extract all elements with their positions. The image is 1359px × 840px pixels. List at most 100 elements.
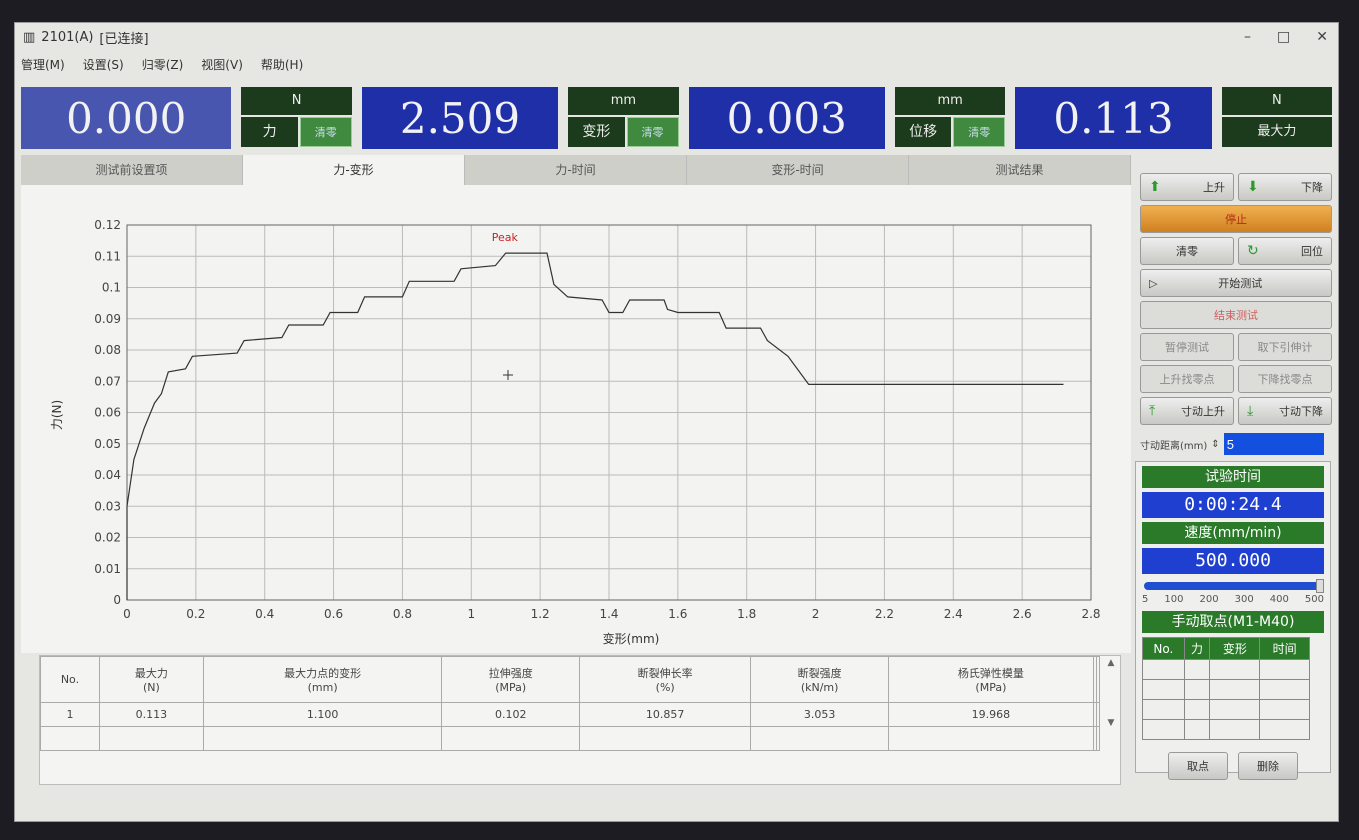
table-cell: 3.053: [750, 702, 889, 727]
down-button[interactable]: ⬇ 下降: [1238, 173, 1332, 201]
jog-up-button[interactable]: ⤒ 寸动上升: [1140, 397, 1234, 425]
down-find-zero-button[interactable]: 下降找零点: [1238, 365, 1332, 393]
tab-pretest-settings[interactable]: 测试前设置项: [21, 155, 243, 185]
force-deformation-chart: 0 0.2 0.4 0.6 0.8 1 1.2 1.4 1.6 1.8 2 2.2 2.4 2.6 2.8 0…: [21, 185, 1131, 653]
menu-bar: 管理(M) 设置(S) 归零(Z) 视图(V) 帮助(H): [15, 51, 1338, 77]
menu-settings[interactable]: 设置(S): [82, 57, 124, 72]
results-header-row: No. 最大力 (N) 最大力点的变形 (mm) 拉伸强度 (MPa) 断裂伸长率 (%) 断裂强…: [40, 656, 1101, 703]
remove-extensometer-button[interactable]: 取下引伸计: [1238, 333, 1332, 361]
deformation-readout: 2.509: [361, 87, 559, 149]
menu-view[interactable]: 视图(V): [201, 57, 243, 72]
stop-button[interactable]: 停止: [1140, 205, 1332, 233]
x-tick-label: 1.8: [737, 607, 756, 621]
y-tick-label: 0.03: [94, 499, 121, 513]
tab-test-results[interactable]: 测试结果: [909, 155, 1131, 185]
start-test-button[interactable]: ▷ 开始测试: [1140, 269, 1332, 297]
column-header[interactable]: 断裂强度 (kN/m): [750, 656, 889, 703]
take-point-button[interactable]: 取点: [1168, 752, 1228, 780]
column-header[interactable]: 最大力 (N): [98, 656, 204, 703]
play-icon: ▷: [1149, 276, 1158, 290]
maximize-button[interactable]: □: [1277, 29, 1291, 45]
column-header[interactable]: 杨氏弹性模量 (MPa): [887, 656, 1094, 703]
jog-down-button[interactable]: ⤓ 寸动下降: [1238, 397, 1332, 425]
spinner-icon[interactable]: ⇕: [1211, 438, 1220, 450]
end-test-button[interactable]: 结束测试: [1140, 301, 1332, 329]
return-button[interactable]: ↻ 回位: [1238, 237, 1332, 265]
window-title: 2101(A): [41, 29, 94, 45]
up-button[interactable]: ⬆ 上升: [1140, 173, 1234, 201]
y-tick-label: 0.1: [102, 281, 121, 295]
speed-slider[interactable]: [1144, 579, 1324, 593]
table-row[interactable]: 1 0.113 1.100 0.102 10.857 3.053 19.968: [40, 702, 1101, 727]
table-cell: 1: [40, 702, 100, 727]
table-cell: 0.102: [441, 702, 581, 727]
force-zero-button[interactable]: 清零: [299, 117, 352, 147]
slider-thumb[interactable]: [1316, 579, 1324, 593]
up-find-zero-button[interactable]: 上升找零点: [1140, 365, 1234, 393]
table-cell: 10.857: [579, 702, 752, 727]
column-header[interactable]: 拉伸强度 (MPa): [441, 656, 581, 703]
arrow-down-icon: ⬇: [1247, 179, 1259, 195]
y-tick-label: 0.04: [94, 468, 121, 482]
x-tick-label: 2.8: [1081, 607, 1100, 621]
displacement-zero-button[interactable]: 清零: [953, 117, 1006, 147]
menu-zero[interactable]: 归零(Z): [141, 57, 184, 72]
deformation-zero-button[interactable]: 清零: [626, 117, 679, 147]
y-tick-label: 0.12: [94, 218, 121, 232]
minimize-button[interactable]: –: [1244, 29, 1252, 45]
x-tick-label: 1.2: [531, 607, 550, 621]
column-header[interactable]: 断裂伸长率 (%): [579, 656, 752, 703]
max-force-readout: 0.113: [1015, 87, 1212, 149]
y-tick-label: 0.11: [94, 249, 121, 263]
x-tick-label: 0.8: [393, 607, 412, 621]
force-readout: 0.000: [21, 87, 232, 149]
x-tick-label: 2.6: [1013, 607, 1032, 621]
max-force-label: 最大力: [1221, 117, 1333, 147]
tab-force-time[interactable]: 力-时间: [465, 155, 687, 185]
table-cell: 0.113: [98, 702, 204, 727]
series-line: [126, 252, 1064, 600]
close-button[interactable]: ✕: [1316, 29, 1328, 45]
y-tick-label: 0.05: [94, 437, 121, 451]
y-tick-label: 0.07: [94, 374, 121, 388]
column-header[interactable]: No.: [40, 656, 100, 703]
app-icon: ▥: [23, 29, 36, 45]
x-tick-label: 1: [467, 607, 475, 621]
x-axis-label: 变形(mm): [603, 631, 660, 646]
force-unit: N: [241, 87, 352, 115]
pause-test-button[interactable]: 暂停测试: [1140, 333, 1234, 361]
table-cell: 1.100: [202, 702, 443, 727]
status-panel: 试验时间 0:00:24.4 速度(mm/min) 500.000 5 100 20…: [1135, 461, 1331, 780]
y-tick-label: 0.06: [94, 406, 121, 420]
chart-svg: 0 0.2 0.4 0.6 0.8 1 1.2 1.4 1.6 1.8 2 2.2 2.4 2.6 2.8 0…: [50, 218, 1101, 646]
displacement-unit: mm: [894, 87, 1006, 115]
menu-help[interactable]: 帮助(H): [260, 57, 304, 72]
x-tick-label: 2: [812, 607, 820, 621]
jog-distance-label: 寸动距离(mm): [1140, 440, 1208, 452]
table-row-empty[interactable]: [40, 726, 1101, 751]
jog-distance-input[interactable]: [1223, 433, 1324, 455]
delete-button[interactable]: 删除: [1238, 752, 1298, 780]
plot-frame: [126, 224, 1092, 601]
y-tick-label: 0.08: [94, 343, 121, 357]
clear-button[interactable]: 清零: [1140, 237, 1234, 265]
y-tick-label: 0.01: [94, 562, 121, 576]
tab-deformation-time[interactable]: 变形-时间: [687, 155, 909, 185]
manual-points-table: No. 力变形 时间: [1142, 637, 1310, 740]
displacement-label: 位移: [894, 117, 952, 147]
column-header[interactable]: [1095, 656, 1101, 703]
tab-force-deformation[interactable]: 力-变形: [243, 155, 465, 185]
deformation-unit: mm: [568, 87, 679, 115]
vertical-scrollbar[interactable]: ▲ ▼: [1107, 658, 1115, 728]
readouts: 0.000 N 力清零 2.509 mm 变形 清零 0.003 mm 位移 清零 …: [21, 87, 1333, 151]
peak-annotation: Peak: [492, 231, 519, 244]
title-bar: ▥ 2101(A) [已连接]: [15, 23, 1338, 51]
column-header[interactable]: 最大力点的变形 (mm): [202, 656, 443, 703]
jog-up-icon: ⤒: [1149, 403, 1156, 419]
test-time-value: 0:00:24.4: [1142, 492, 1324, 518]
table-cell: 19.968: [887, 702, 1094, 727]
deformation-label: 变形: [568, 117, 625, 147]
x-tick-label: 1.4: [599, 607, 618, 621]
test-time-label: 试验时间: [1142, 466, 1324, 488]
menu-manage[interactable]: 管理(M): [21, 57, 65, 72]
